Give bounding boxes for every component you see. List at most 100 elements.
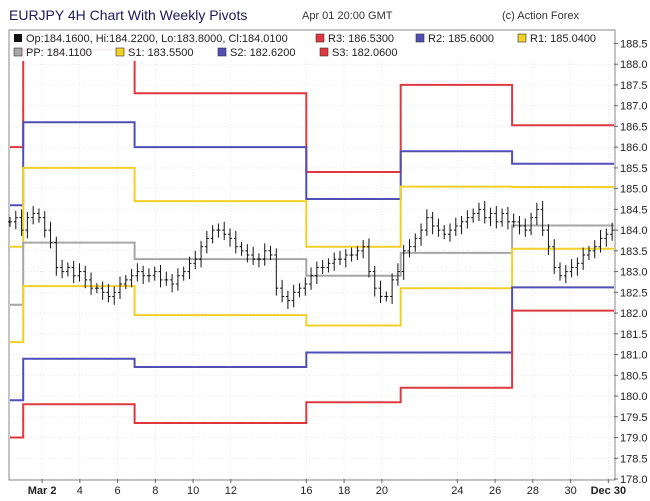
y-tick-label: 178.0 bbox=[620, 474, 648, 486]
y-tick-label: 186.5 bbox=[620, 121, 648, 133]
x-tick-label: 26 bbox=[489, 485, 501, 497]
ohlc-swatch bbox=[14, 34, 22, 42]
price-bar bbox=[378, 280, 383, 304]
x-tick-label: 24 bbox=[451, 485, 463, 497]
y-tick-label: 181.5 bbox=[620, 329, 648, 341]
price-bar bbox=[540, 201, 545, 236]
price-bar bbox=[366, 238, 371, 278]
pivot-line-r2 bbox=[10, 121, 614, 207]
legend-item-pp: PP: 184.1100 bbox=[26, 47, 92, 59]
price-bar bbox=[482, 201, 487, 224]
price-bar bbox=[361, 240, 366, 259]
x-tick-label: 20 bbox=[376, 485, 388, 497]
x-tick-label: 8 bbox=[152, 485, 158, 497]
price-bar bbox=[262, 243, 267, 266]
legend-swatch-s2 bbox=[217, 47, 227, 57]
price-bar bbox=[511, 213, 516, 228]
price-bar bbox=[349, 247, 354, 262]
y-tick-label: 187.0 bbox=[620, 101, 648, 113]
pivot-line-s1 bbox=[10, 247, 614, 344]
price-bar bbox=[332, 252, 337, 271]
price-bar bbox=[268, 245, 273, 260]
price-bar bbox=[146, 268, 151, 283]
price-bar bbox=[152, 266, 157, 281]
legend-swatch-r3 bbox=[315, 33, 325, 43]
legend: Op:184.1600, Hi:184.2200, Lo:183.8000, C… bbox=[10, 31, 613, 61]
price-bar bbox=[384, 291, 389, 302]
price-bar bbox=[424, 209, 429, 236]
price-bar bbox=[245, 244, 250, 263]
price-bar bbox=[413, 233, 418, 252]
x-tick-label: Mar 2 bbox=[28, 485, 57, 497]
price-bar bbox=[505, 206, 510, 230]
price-bar bbox=[558, 262, 563, 281]
price-bar bbox=[158, 264, 163, 288]
price-bar bbox=[586, 245, 591, 260]
price-bar bbox=[129, 269, 134, 288]
y-tick-label: 185.5 bbox=[620, 163, 648, 175]
x-axis: Mar 2 4 6 8 10 12 16 18 20 24 26 28 30 Dec 30 bbox=[28, 479, 626, 497]
y-tick-label: 183.0 bbox=[620, 267, 648, 279]
price-bar bbox=[118, 276, 123, 299]
y-tick-label: 183.5 bbox=[620, 246, 648, 258]
price-bar bbox=[453, 217, 458, 236]
price-bar bbox=[25, 211, 30, 239]
price-bar bbox=[100, 281, 105, 300]
price-bar bbox=[123, 274, 128, 290]
price-bar bbox=[112, 286, 117, 305]
price-bar bbox=[390, 273, 395, 304]
price-bar bbox=[8, 216, 12, 227]
price-bar bbox=[135, 263, 140, 282]
price-bar bbox=[291, 284, 296, 308]
price-bar bbox=[338, 250, 343, 265]
y-tick-label: 181.0 bbox=[620, 350, 648, 362]
y-tick-label: 182.5 bbox=[620, 287, 648, 299]
legend-item-r2: R2: 185.6000 bbox=[428, 33, 494, 45]
pivot-line-r3 bbox=[10, 48, 614, 173]
price-bar bbox=[141, 265, 146, 285]
price-bar bbox=[430, 211, 435, 235]
chart-title: EURJPY 4H Chart With Weekly Pivots bbox=[9, 7, 247, 23]
price-bar bbox=[407, 239, 412, 258]
price-bar bbox=[459, 216, 464, 235]
x-tick-label: 10 bbox=[187, 485, 199, 497]
price-bar bbox=[546, 224, 551, 255]
price-bar bbox=[42, 211, 47, 238]
price-bar bbox=[372, 265, 377, 297]
price-bar bbox=[199, 240, 204, 268]
price-bar bbox=[581, 247, 586, 270]
price-bar bbox=[175, 268, 180, 291]
legend-swatch-s1 bbox=[115, 47, 125, 57]
price-bar bbox=[36, 208, 41, 223]
price-bar bbox=[529, 212, 534, 236]
price-bar bbox=[575, 257, 580, 276]
x-tick-label: 12 bbox=[225, 485, 237, 497]
price-bar bbox=[355, 245, 360, 260]
price-bar bbox=[60, 259, 65, 279]
legend-swatch-pp bbox=[13, 47, 23, 57]
y-tick-label: 180.5 bbox=[620, 370, 648, 382]
chart-copyright: (c) Action Forex bbox=[502, 10, 580, 22]
y-tick-label: 188.5 bbox=[620, 38, 648, 50]
price-bar bbox=[604, 228, 609, 247]
pivot-line-r1 bbox=[10, 166, 614, 248]
y-tick-label: 184.0 bbox=[620, 225, 648, 237]
price-bar bbox=[326, 258, 331, 273]
pivot-line-s3 bbox=[10, 309, 614, 439]
legend-swatch-s3 bbox=[319, 47, 329, 57]
price-bar bbox=[48, 221, 53, 249]
price-bar bbox=[552, 239, 557, 275]
price-bar bbox=[31, 206, 36, 225]
price-bar bbox=[494, 206, 499, 229]
price-bar bbox=[285, 290, 290, 309]
price-bar bbox=[13, 211, 18, 230]
price-bar bbox=[222, 221, 227, 241]
price-bar bbox=[610, 222, 615, 241]
price-bars bbox=[8, 201, 615, 309]
price-bar bbox=[476, 202, 481, 221]
plot-frame bbox=[8, 29, 616, 481]
price-bar bbox=[343, 249, 348, 268]
y-tick-label: 185.0 bbox=[620, 184, 648, 196]
price-bar bbox=[465, 210, 470, 229]
price-bar bbox=[193, 250, 198, 270]
